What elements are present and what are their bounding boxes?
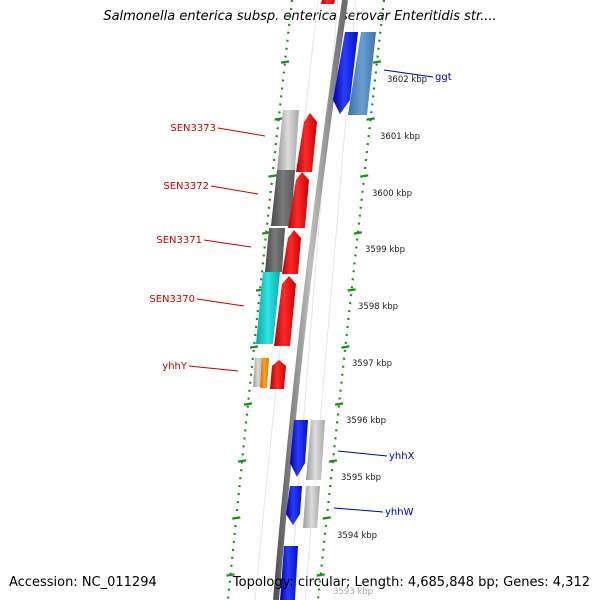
ruler-tick-marks: [226, 60, 382, 577]
ruler-label-3594: 3594 kbp: [337, 531, 377, 541]
ruler-tick: [328, 459, 338, 463]
ruler-tick: [347, 288, 356, 292]
SEN3371-gene[interactable]: [282, 230, 301, 274]
ruler-tick: [322, 516, 331, 520]
yhhW-gene-partner[interactable]: [303, 486, 320, 528]
top-red-gene[interactable]: [321, 0, 335, 4]
ruler-tick: [232, 516, 241, 520]
ggt-gene[interactable]: [333, 32, 358, 114]
ruler-label-3601: 3601 kbp: [380, 132, 420, 142]
ruler-tick: [268, 174, 277, 178]
accession-text: Accession: NC_011294: [9, 575, 157, 590]
ruler-tick: [249, 345, 259, 349]
ruler-label-3598: 3598 kbp: [358, 302, 398, 312]
yhhW-gene[interactable]: [286, 486, 302, 525]
ruler-tick: [316, 573, 325, 577]
ruler-label-3599: 3599 kbp: [365, 245, 405, 255]
genome-backbone: [273, 0, 348, 600]
ruler-label-3596: 3596 kbp: [346, 416, 386, 426]
yhhY-gene[interactable]: [270, 360, 286, 389]
ruler-label-3593: 3593 kbp: [333, 587, 373, 597]
gene-label-SEN3371[interactable]: SEN3371: [156, 235, 202, 246]
ggt-gene-partner[interactable]: [348, 32, 376, 115]
ruler-tick: [360, 174, 369, 178]
yhhY-block-orange[interactable]: [260, 358, 269, 388]
forward-gene-labels: SEN3373 SEN3372 SEN3371 SEN3370 yhhY: [149, 123, 266, 372]
gene-label-yhhX[interactable]: yhhX: [389, 451, 415, 462]
gene-label-ggt[interactable]: ggt: [435, 72, 452, 83]
SEN3373-gene[interactable]: [296, 113, 317, 172]
gene-label-yhhY[interactable]: yhhY: [162, 361, 188, 372]
ruler-tick: [237, 459, 247, 463]
yhhY-block[interactable]: [253, 358, 263, 387]
forward-genes: [253, 110, 317, 389]
map-title: Salmonella enterica subsp. enterica sero…: [103, 9, 497, 24]
SEN3370-block[interactable]: [256, 272, 280, 344]
ruler-tick: [226, 573, 235, 577]
SEN3370-gene[interactable]: [274, 276, 296, 346]
reverse-gene-labels: ggt yhhX yhhW: [333, 69, 452, 518]
yhhX-gene[interactable]: [290, 420, 308, 477]
yhhX-gene-partner[interactable]: [306, 420, 325, 480]
ruler-tick: [280, 60, 290, 64]
ruler-label-3597: 3597 kbp: [352, 359, 392, 369]
gene-label-SEN3370[interactable]: SEN3370: [149, 294, 195, 305]
ruler-tick: [353, 231, 363, 235]
ruler-tick: [372, 60, 382, 64]
ruler-label-3595: 3595 kbp: [341, 473, 381, 483]
ruler-tick: [274, 117, 283, 121]
gene-label-SEN3372[interactable]: SEN3372: [163, 181, 209, 192]
ruler-labels: 3602 kbp 3601 kbp 3600 kbp 3599 kbp 3598…: [333, 75, 427, 597]
SEN3373-block[interactable]: [277, 110, 299, 170]
ruler-tick: [341, 345, 350, 349]
gene-label-yhhW[interactable]: yhhW: [385, 507, 414, 518]
genome-summary-text: Topology: circular; Length: 4,685,848 bp…: [232, 575, 590, 590]
ruler-label-3600: 3600 kbp: [372, 189, 412, 199]
reverse-genes: [280, 0, 376, 600]
SEN3372-gene[interactable]: [288, 172, 309, 228]
SEN3372-block[interactable]: [271, 170, 295, 226]
ruler-tick: [334, 402, 344, 406]
ruler-tick: [366, 117, 375, 121]
SEN3371-block[interactable]: [265, 228, 285, 272]
bottom-gene[interactable]: [280, 546, 298, 600]
gene-label-SEN3373[interactable]: SEN3373: [170, 123, 216, 134]
ruler-label-3602: 3602 kbp: [387, 75, 427, 85]
ruler-tick: [243, 402, 253, 406]
